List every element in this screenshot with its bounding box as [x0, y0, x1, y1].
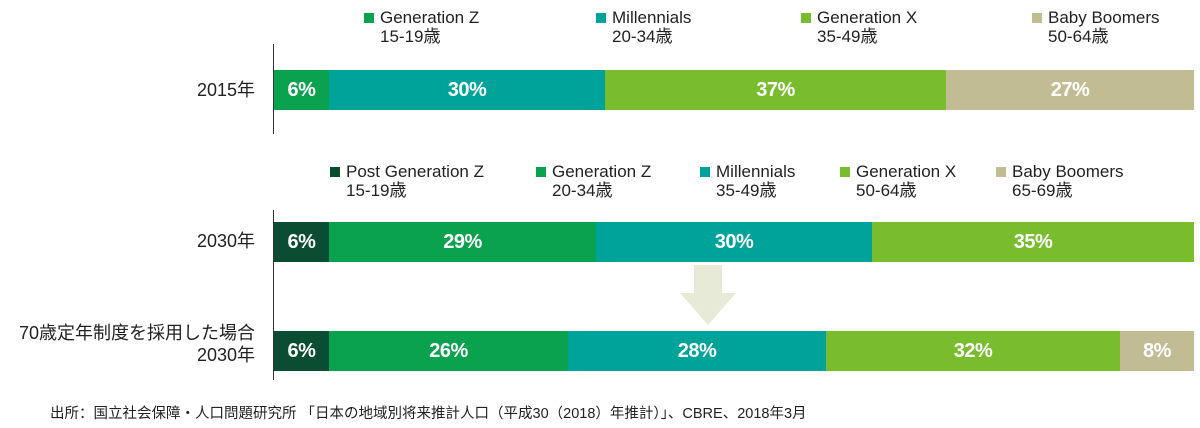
legend-swatch [996, 167, 1006, 177]
row-label-scenario-line2: 2030年 [196, 345, 255, 365]
bar-segment-baby-boomers: 27% [946, 70, 1194, 110]
legend-swatch [1032, 13, 1042, 23]
legend-swatch [700, 167, 710, 177]
legend-swatch [330, 167, 340, 177]
row-label-scenario: 70歳定年制度を採用した場合 2030年 [19, 322, 255, 366]
axis-line-2030 [273, 210, 274, 380]
legend-series-name: Millennials [716, 162, 796, 181]
legend-swatch [536, 167, 546, 177]
bar-segment-post-gen-z: 6% [274, 222, 329, 262]
legend-series-name: Generation Z [552, 162, 652, 181]
bar-segment-millennials: 30% [596, 222, 872, 262]
down-arrow-icon [680, 265, 736, 325]
legend-age-range: 15-19歳 [346, 181, 407, 200]
segment-value-label: 30% [714, 230, 754, 253]
legend-age-range: 50-64歳 [856, 181, 917, 200]
segment-value-label: 29% [443, 230, 482, 253]
axis-line-2015 [273, 44, 274, 134]
row-label-2030: 2030年 [196, 231, 255, 251]
legend-series-name: Generation Z [380, 8, 480, 27]
bar-2030: 6% 29% 30% 35% [274, 222, 1194, 262]
legend-age-range: 35-49歳 [716, 181, 777, 200]
bar-segment-gen-x: 35% [872, 222, 1194, 262]
legend-series-name: Millennials [612, 8, 692, 27]
legend-swatch [596, 13, 606, 23]
bar-segment-baby-boomers: 8% [1120, 331, 1194, 371]
segment-value-label: 27% [1050, 78, 1090, 101]
segment-value-label: 35% [1013, 230, 1053, 253]
segment-value-label: 37% [756, 78, 795, 101]
legend-age-range: 20-34歳 [612, 27, 673, 46]
row-label-2015: 2015年 [196, 80, 255, 100]
bar-segment-post-gen-z: 6% [274, 331, 329, 371]
legend-swatch [364, 13, 374, 23]
source-note: 出所：国立社会保障・人口問題研究所 「日本の地域別将来推計人口（平成30（201… [50, 406, 807, 422]
bar-segment-gen-x: 37% [605, 70, 946, 110]
bar-2015: 6% 30% 37% 27% [274, 70, 1194, 110]
legend-swatch [840, 167, 850, 177]
bar-segment-gen-x: 32% [826, 331, 1120, 371]
segment-value-label: 30% [447, 78, 487, 101]
bar-segment-gen-z: 26% [329, 331, 568, 371]
legend-age-range: 20-34歳 [552, 181, 613, 200]
legend-age-range: 65-69歳 [1012, 181, 1073, 200]
segment-value-label: 32% [953, 339, 993, 362]
row-label-scenario-line1: 70歳定年制度を採用した場合 [18, 323, 255, 343]
segment-value-label: 6% [287, 339, 316, 362]
legend-series-name: Post Generation Z [346, 162, 484, 181]
legend-series-name: Generation X [856, 162, 957, 181]
segment-value-label: 6% [287, 78, 316, 101]
legend-age-range: 15-19歳 [380, 27, 441, 46]
legend-swatch [801, 13, 811, 23]
segment-value-label: 28% [677, 339, 717, 362]
legend-series-name: Baby Boomers [1012, 162, 1124, 181]
bar-segment-millennials: 30% [329, 70, 605, 110]
bar-segment-gen-z: 6% [274, 70, 329, 110]
legend-series-name: Generation X [817, 8, 918, 27]
segment-value-label: 8% [1143, 339, 1171, 362]
bar-segment-gen-z: 29% [329, 222, 596, 262]
segment-value-label: 26% [429, 339, 468, 362]
legend-age-range: 50-64歳 [1048, 27, 1109, 46]
bar-segment-millennials: 28% [568, 331, 826, 371]
segment-value-label: 6% [287, 230, 316, 253]
bar-scenario: 6% 26% 28% 32% 8% [274, 331, 1194, 371]
legend-age-range: 35-49歳 [817, 27, 878, 46]
legend-series-name: Baby Boomers [1048, 8, 1160, 27]
